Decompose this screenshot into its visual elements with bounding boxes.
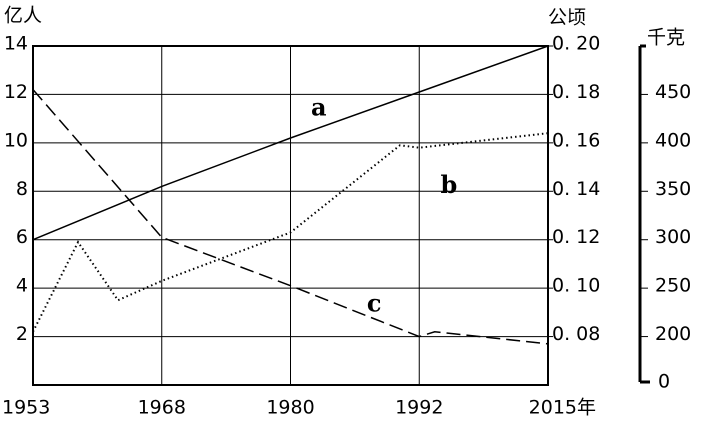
series-label: c	[367, 289, 382, 318]
y2-tick-label: 0. 12	[552, 226, 600, 248]
y-tick-label: 14	[4, 33, 28, 55]
series-line	[32, 89, 549, 345]
y2-tick-label: 0. 20	[552, 33, 600, 55]
y2-tick-label: 0. 18	[552, 81, 600, 103]
y-tick-label: 4	[16, 275, 28, 297]
y3-tick-label: 400	[655, 129, 691, 151]
y3-tick-label: 450	[655, 81, 691, 103]
series-label: a	[311, 92, 327, 121]
y-tick-label: 2	[16, 323, 28, 345]
y-axis-label: 亿人	[4, 5, 42, 27]
x-tick-label: 1992	[395, 397, 443, 419]
y2-tick-label: 0. 16	[552, 129, 600, 151]
y3-tick-label: 200	[655, 323, 691, 345]
y3-break-label: 0	[658, 371, 670, 393]
x-tick-label: 2015年	[529, 397, 596, 419]
y-tick-label: 8	[16, 178, 28, 200]
plot-frame	[32, 45, 549, 386]
x-tick-label: 1968	[138, 397, 186, 419]
y3-tick-label: 350	[655, 178, 691, 200]
y2-axis-label: 公顷	[548, 7, 586, 29]
y-tick-label: 6	[16, 226, 28, 248]
y3-axis-label: 千克	[647, 27, 685, 49]
series-label: b	[440, 170, 457, 199]
y2-tick-label: 0. 10	[552, 275, 600, 297]
y2-tick-label: 0. 14	[552, 178, 600, 200]
x-tick-label: 1953	[2, 397, 50, 419]
y3-tick-label: 300	[655, 226, 691, 248]
y2-tick-label: 0. 08	[552, 323, 600, 345]
y-tick-label: 12	[4, 81, 28, 103]
x-tick-label: 1980	[266, 397, 314, 419]
y3-tick-label: 250	[655, 275, 691, 297]
y-tick-label: 10	[4, 129, 28, 151]
series-line	[32, 45, 549, 241]
